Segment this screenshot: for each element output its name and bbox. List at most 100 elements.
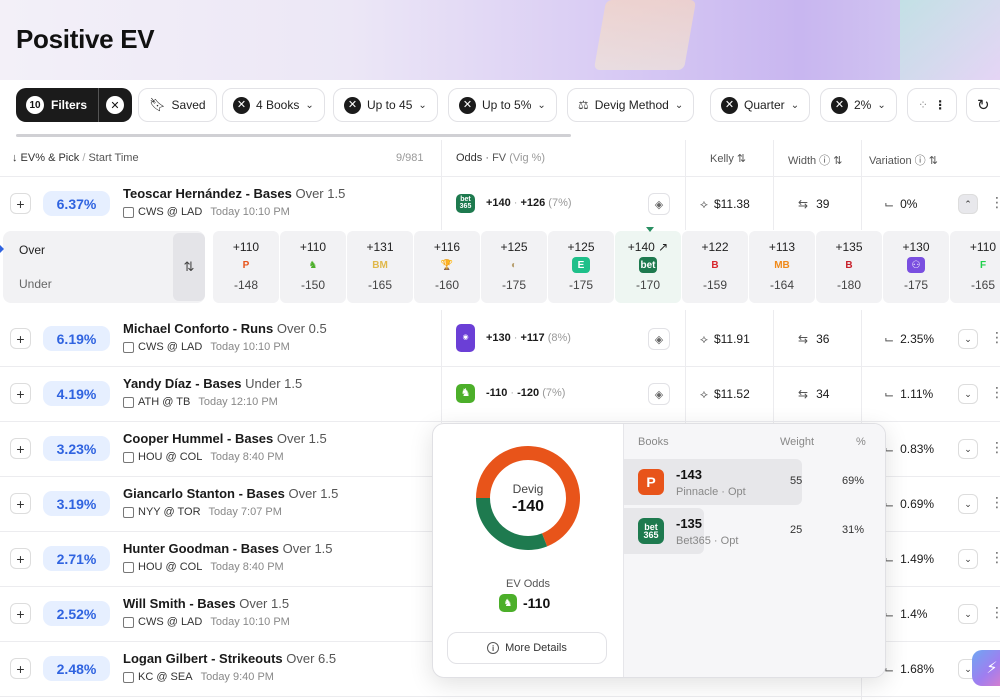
under-odds: -180	[836, 278, 862, 292]
quarter-filter-chip[interactable]: ✕ Quarter ⌄	[710, 88, 811, 122]
pick-label: Teoscar Hernández - Bases Over 1.5	[123, 186, 346, 201]
table-row[interactable]: + 4.19% Yandy Díaz - Bases Under 1.5 ATH…	[0, 367, 1000, 422]
book-odds-cell[interactable]: +110 ♞ -150	[280, 231, 346, 303]
result-count: 9/981	[396, 152, 424, 164]
game-info: HOU @ COL Today 8:40 PM	[123, 451, 284, 463]
book-odds-cell[interactable]: +125 ◐ -175	[481, 231, 547, 303]
pick-label: Cooper Hummel - Bases Over 1.5	[123, 431, 327, 446]
add-bet-button[interactable]: +	[10, 383, 31, 404]
expand-row-button[interactable]: ⌄	[958, 604, 978, 624]
more-vertical-icon[interactable]: ⋮	[990, 384, 1000, 400]
pct-filter-chip[interactable]: ✕ 2% ⌄	[820, 88, 897, 122]
pct-column-header: %	[856, 436, 866, 448]
book-odds-cell[interactable]: +122 B -159	[682, 231, 748, 303]
remove-filter-icon[interactable]: ✕	[721, 96, 738, 114]
layers-icon[interactable]: ◈	[648, 193, 670, 215]
under-label[interactable]: Under	[19, 277, 52, 291]
layers-icon[interactable]: ◈	[648, 328, 670, 350]
table-row[interactable]: + 6.37% Teoscar Hernández - Bases Over 1…	[0, 177, 1000, 232]
book-odds-cell[interactable]: +131 BM -165	[347, 231, 413, 303]
add-bet-button[interactable]: +	[10, 548, 31, 569]
filters-button[interactable]: 10 Filters ✕	[16, 88, 132, 122]
add-bet-button[interactable]: +	[10, 438, 31, 459]
table-row[interactable]: + 2.71% Hunter Goodman - Bases Over 1.5 …	[0, 532, 1000, 587]
sort-ev-header[interactable]: ↓ EV% & Pick / Start Time	[12, 152, 139, 164]
saved-filters-button[interactable]: 🔖︎ Saved	[138, 88, 217, 122]
width-icon: ⇆	[798, 332, 809, 346]
remove-filter-icon[interactable]: ✕	[233, 96, 250, 114]
draftkings-logo-icon: ♞	[456, 384, 475, 403]
clear-filters-icon[interactable]: ✕	[106, 96, 124, 114]
over-odds: +125	[500, 240, 528, 254]
table-row[interactable]: + 2.48% Logan Gilbert - Strikeouts Over …	[0, 642, 1000, 697]
more-filters-button[interactable]: ⁘ ⋮	[907, 88, 957, 122]
more-vertical-icon[interactable]: ⋮	[990, 604, 1000, 620]
book-odds-cell[interactable]: +113 MB -164	[749, 231, 815, 303]
books-filter-chip[interactable]: ✕ 4 Books ⌄	[222, 88, 325, 122]
vig-filter-chip[interactable]: ✕ Up to 5% ⌄	[448, 88, 557, 122]
over-odds: +130	[902, 240, 930, 254]
table-row[interactable]: + 3.23% Cooper Hummel - Bases Over 1.5 H…	[0, 422, 1000, 477]
book-odds-cell[interactable]: +135 B -180	[816, 231, 882, 303]
sportsbook-logo-icon: BM	[372, 259, 388, 271]
variation-icon: ⌙	[884, 662, 895, 676]
game-info: CWS @ LAD Today 10:10 PM	[123, 616, 290, 628]
remove-filter-icon[interactable]: ✕	[344, 96, 361, 114]
over-odds: +140 ↗	[627, 240, 669, 254]
add-bet-button[interactable]: +	[10, 193, 31, 214]
layers-icon[interactable]: ◈	[648, 383, 670, 405]
expand-row-button[interactable]: ⌄	[958, 439, 978, 459]
book-odds-cell[interactable]: +140 ↗ bet -170	[615, 227, 681, 303]
book-weight-row[interactable]: bet 365 -135 Bet365 · Opt 25 31%	[624, 508, 885, 554]
odds-filter-chip[interactable]: ✕ Up to 45 ⌄	[333, 88, 438, 122]
book-weights: Books Weight % P -143 Pinnacle · Opt 55 …	[623, 424, 885, 677]
width-header[interactable]: Width ⓘ ⇅	[788, 155, 843, 167]
book-odds-cell[interactable]: +130 ⚇ -175	[883, 231, 949, 303]
expand-row-button[interactable]: ⌄	[958, 329, 978, 349]
under-odds: -164	[769, 278, 795, 292]
collapse-row-button[interactable]: ⌃	[958, 194, 978, 214]
quick-action-button[interactable]: ⚡︎	[972, 650, 1000, 686]
book-odds-cell[interactable]: +125 E -175	[548, 231, 614, 303]
more-vertical-icon[interactable]: ⋮	[990, 439, 1000, 455]
bet365-logo-icon: bet 365	[456, 194, 475, 213]
add-bet-button[interactable]: +	[10, 328, 31, 349]
variation-value: ⌙ 0.83%	[884, 442, 935, 456]
over-label[interactable]: Over	[19, 243, 46, 257]
baseball-icon	[123, 206, 134, 218]
add-bet-button[interactable]: +	[10, 603, 31, 624]
remove-filter-icon[interactable]: ✕	[831, 96, 848, 114]
remove-filter-icon[interactable]: ✕	[459, 96, 476, 114]
book-odds-cell[interactable]: +110 F -165	[950, 231, 1000, 303]
expand-row-button[interactable]: ⌄	[958, 494, 978, 514]
game-info: HOU @ COL Today 8:40 PM	[123, 561, 284, 573]
book-odds-cell[interactable]: +110 P -148	[213, 231, 279, 303]
filter-bar: 10 Filters ✕ 🔖︎ Saved ✕ 4 Books ⌄ ✕ Up t…	[0, 84, 1000, 126]
book-weight-row[interactable]: P -143 Pinnacle · Opt 55 69%	[624, 459, 885, 505]
variation-header[interactable]: Variation ⓘ ⇅	[869, 155, 938, 167]
multi-book-icon: ◉	[456, 324, 475, 352]
sort-icon[interactable]: ⇅	[173, 233, 205, 301]
over-odds: +122	[701, 240, 729, 254]
table-row[interactable]: + 6.19% Michael Conforto - Runs Over 0.5…	[0, 312, 1000, 367]
more-vertical-icon[interactable]: ⋮	[990, 549, 1000, 565]
devig-icon: ⚖	[578, 98, 589, 112]
expand-row-button[interactable]: ⌄	[958, 384, 978, 404]
pick-label: Will Smith - Bases Over 1.5	[123, 596, 290, 611]
expand-row-button[interactable]: ⌄	[958, 549, 978, 569]
more-vertical-icon[interactable]: ⋮	[990, 494, 1000, 510]
more-details-button[interactable]: i More Details	[447, 632, 607, 664]
add-bet-button[interactable]: +	[10, 493, 31, 514]
more-vertical-icon[interactable]: ⋮	[990, 329, 1000, 345]
width-icon: ⇆	[798, 197, 809, 211]
sportsbook-logo-icon: 🏆	[440, 259, 454, 271]
table-row[interactable]: + 3.19% Giancarlo Stanton - Bases Over 1…	[0, 477, 1000, 532]
book-odds-cell[interactable]: +116 🏆 -160	[414, 231, 480, 303]
kelly-header[interactable]: Kelly ⇅	[710, 153, 747, 165]
ev-badge: 2.48%	[43, 656, 110, 681]
add-bet-button[interactable]: +	[10, 658, 31, 679]
filter-scrollbar[interactable]	[16, 134, 571, 137]
devig-method-chip[interactable]: ⚖ Devig Method ⌄	[567, 88, 695, 122]
more-vertical-icon[interactable]: ⋮	[990, 194, 1000, 210]
refresh-button[interactable]: ↻	[966, 88, 1000, 122]
